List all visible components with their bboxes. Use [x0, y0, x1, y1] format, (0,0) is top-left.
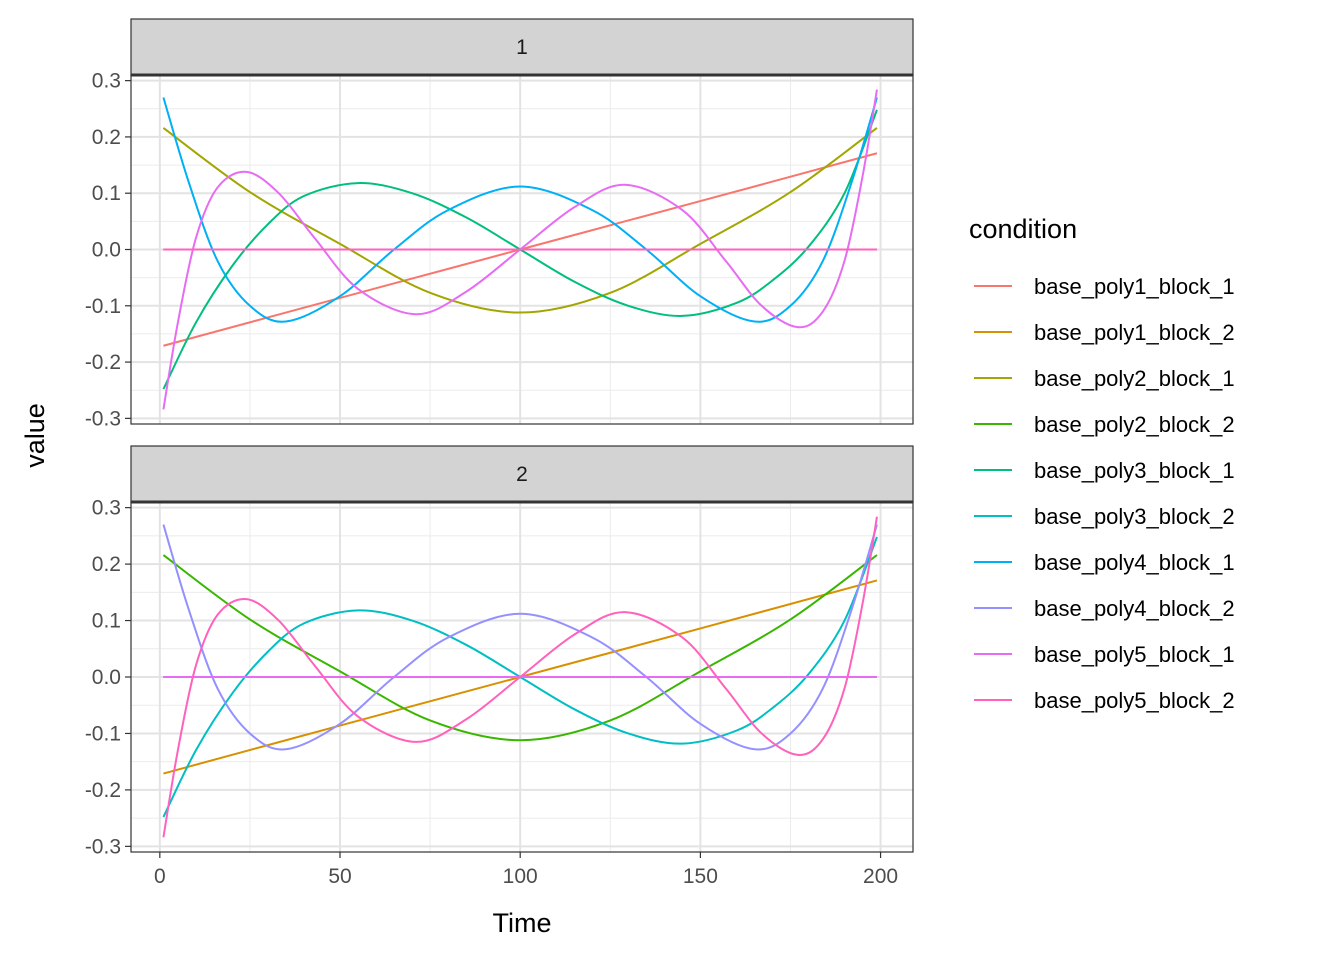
y-tick-label: 0.2: [92, 126, 121, 149]
y-tick-label: 0.1: [92, 610, 121, 633]
y-tick-label: 0.3: [92, 70, 121, 93]
x-axis-title: Time: [493, 908, 552, 938]
y-tick-label: 0.0: [92, 239, 121, 262]
x-tick-label: 200: [863, 865, 898, 888]
y-tick-label: -0.3: [85, 835, 121, 858]
legend-label: base_poly1_block_2: [1034, 320, 1235, 345]
y-tick-label: -0.1: [85, 722, 121, 745]
y-tick-label: -0.1: [85, 295, 121, 318]
facet-strip-label: 2: [516, 463, 528, 486]
y-tick-label: 0.0: [92, 666, 121, 689]
y-tick-label: -0.2: [85, 779, 121, 802]
legend-label: base_poly4_block_2: [1034, 596, 1235, 621]
facet-strip: [130, 18, 914, 76]
y-tick-label: -0.3: [85, 407, 121, 430]
x-tick-label: 150: [683, 865, 718, 888]
legend-label: base_poly2_block_2: [1034, 412, 1235, 437]
facet-strip: [130, 445, 914, 503]
legend-title: condition: [969, 214, 1077, 244]
y-tick-label: 0.3: [92, 497, 121, 520]
legend-label: base_poly3_block_2: [1034, 504, 1235, 529]
x-tick-label: 100: [503, 865, 538, 888]
legend-label: base_poly3_block_1: [1034, 458, 1235, 483]
x-tick-label: 50: [328, 865, 351, 888]
series-line-base_poly5_block_2: [162, 516, 878, 838]
series-line-base_poly2_block_1: [162, 127, 878, 314]
legend-label: base_poly5_block_2: [1034, 688, 1235, 713]
series-line-base_poly4_block_2: [162, 524, 878, 751]
legend-label: base_poly4_block_1: [1034, 550, 1235, 575]
legend-label: base_poly1_block_1: [1034, 274, 1235, 299]
legend-label: base_poly2_block_1: [1034, 366, 1235, 391]
series-line-base_poly4_block_1: [162, 97, 878, 323]
y-tick-label: -0.2: [85, 351, 121, 374]
y-axis-title: value: [20, 403, 50, 468]
x-tick-label: 0: [154, 865, 166, 888]
y-tick-label: 0.1: [92, 182, 121, 205]
legend-label: base_poly5_block_1: [1034, 642, 1235, 667]
facet-strip-label: 1: [516, 36, 528, 59]
series-line-base_poly2_block_2: [162, 554, 878, 742]
y-tick-label: 0.2: [92, 553, 121, 576]
